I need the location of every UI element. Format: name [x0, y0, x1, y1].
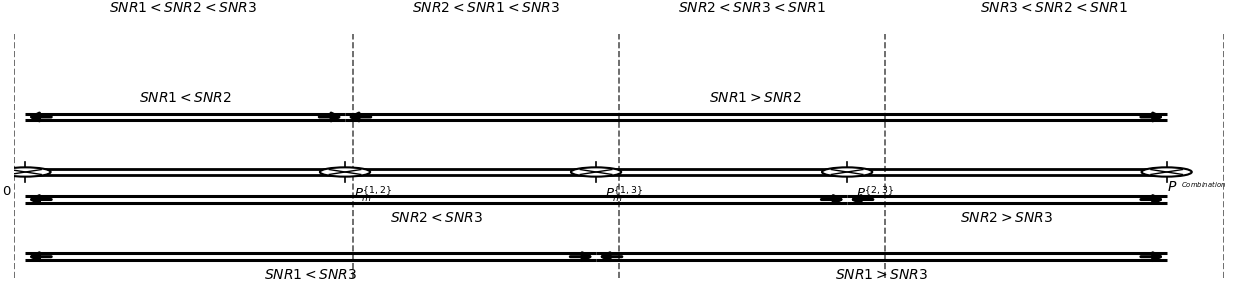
Text: $SNR2 < SNR3$: $SNR2 < SNR3$ — [390, 211, 483, 225]
Text: $SNR1 > SNR3$: $SNR1 > SNR3$ — [834, 268, 928, 282]
Text: $SNR1 > SNR2$: $SNR1 > SNR2$ — [709, 91, 802, 105]
Text: $SNR2 < SNR1 < SNR3$: $SNR2 < SNR1 < SNR3$ — [412, 1, 560, 15]
Text: $SNR2 > SNR3$: $SNR2 > SNR3$ — [961, 211, 1054, 225]
Circle shape — [319, 167, 370, 177]
Circle shape — [1141, 167, 1192, 177]
Text: $SNR1 < SNR3$: $SNR1 < SNR3$ — [264, 268, 358, 282]
Circle shape — [571, 167, 621, 177]
Circle shape — [0, 167, 51, 177]
Text: $SNR1 < SNR2 < SNR3$: $SNR1 < SNR2 < SNR3$ — [109, 1, 258, 15]
Text: $SNR3 < SNR2 < SNR1$: $SNR3 < SNR2 < SNR1$ — [980, 1, 1128, 15]
Text: $P^{\{2,3\}}_{m}$: $P^{\{2,3\}}_{m}$ — [857, 185, 894, 204]
Text: $P^{\{1,3\}}_{m}$: $P^{\{1,3\}}_{m}$ — [605, 185, 644, 204]
Text: $SNR1 < SNR2$: $SNR1 < SNR2$ — [139, 91, 232, 105]
Text: $_{Combination}$: $_{Combination}$ — [1181, 180, 1227, 190]
Circle shape — [822, 167, 873, 177]
Text: $0$: $0$ — [2, 185, 12, 198]
Text: $SNR2 < SNR3 < SNR1$: $SNR2 < SNR3 < SNR1$ — [678, 1, 826, 15]
Text: $P$: $P$ — [1166, 180, 1177, 194]
Text: $P^{\{1,2\}}_{m}$: $P^{\{1,2\}}_{m}$ — [354, 185, 392, 204]
